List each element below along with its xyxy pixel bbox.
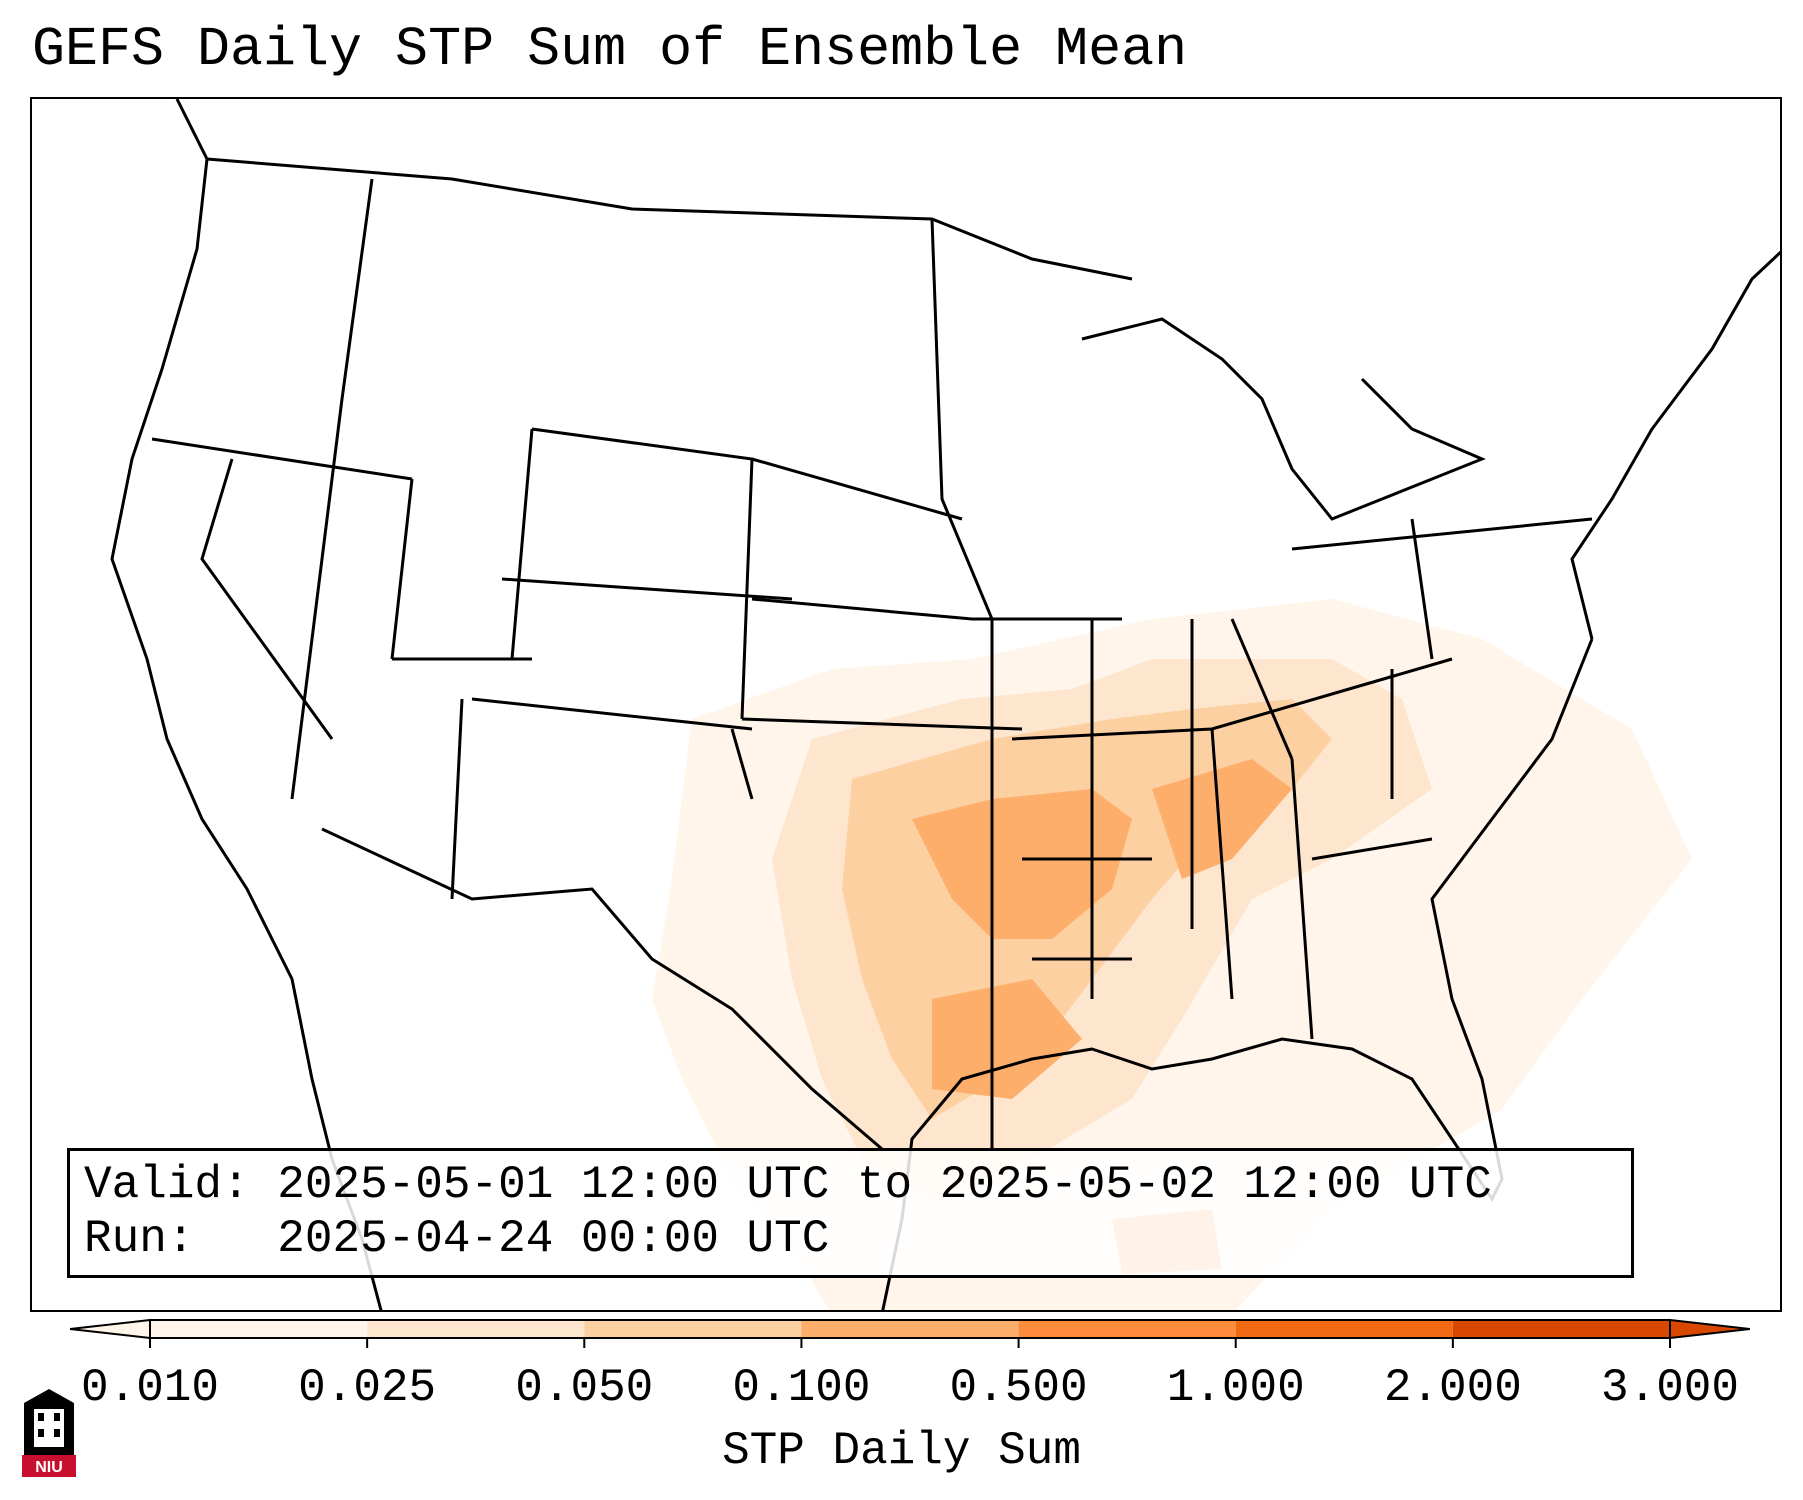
colorbar-segment [584, 1320, 802, 1338]
valid-label: Valid: [84, 1159, 250, 1211]
colorbar-tick-label: 0.010 [80, 1362, 220, 1414]
pacific-coastline [110, 99, 383, 1310]
colorbar-segment [1235, 1320, 1453, 1338]
shade-level-4a [912, 789, 1132, 939]
map-frame [30, 97, 1782, 1312]
run-label: Run: [84, 1213, 195, 1265]
colorbar-tick-label: 0.050 [515, 1362, 654, 1414]
map-title: GEFS Daily STP Sum of Ensemble Mean [32, 18, 1188, 81]
colorbar-segment [1452, 1320, 1670, 1338]
colorbar-extend-high [1669, 1318, 1750, 1340]
logo-text: NIU [35, 1459, 63, 1476]
boundaries [110, 99, 1780, 1310]
colorbar-tick-label: 0.100 [732, 1362, 871, 1414]
colorbar [70, 1318, 1750, 1348]
colorbar-extend-low [70, 1318, 151, 1340]
colorbar-segment [367, 1320, 585, 1338]
colorbar-segment [801, 1320, 1019, 1338]
colorbar-tick-label: 0.025 [298, 1362, 437, 1414]
state-lines-west [151, 178, 793, 900]
valid-value: 2025-05-01 12:00 UTC to 2025-05-02 12:00… [277, 1159, 1492, 1211]
shade-level-4c [932, 979, 1082, 1099]
valid-run-box: Valid: 2025-05-01 12:00 UTC to 2025-05-0… [67, 1148, 1634, 1278]
valid-line: Valid: 2025-05-01 12:00 UTC to 2025-05-0… [84, 1159, 1492, 1211]
great-lakes [1081, 317, 1486, 521]
colorbar-tick-label: 0.500 [949, 1362, 1088, 1414]
run-value: 2025-04-24 00:00 UTC [277, 1213, 830, 1265]
colorbar-tick-label: 3.000 [1600, 1362, 1740, 1414]
canada-border [206, 157, 1133, 281]
colorbar-frame [149, 1319, 1671, 1339]
colorbar-tick-label: 2.000 [1383, 1362, 1522, 1414]
colorbar-segment [150, 1320, 368, 1338]
mexico-border [321, 827, 883, 1151]
colorbar-label: STP Daily Sum [722, 1425, 1081, 1477]
map-svg [110, 99, 1780, 1310]
shade-level-4b [1152, 759, 1292, 879]
state-lines-east [1090, 517, 1593, 1040]
colorbar-segments [70, 1318, 1750, 1348]
atlantic-coastline [1570, 250, 1780, 640]
niu-logo-icon: NIU [22, 1389, 76, 1477]
colorbar-segment [1018, 1320, 1236, 1338]
stp-shading [652, 599, 1692, 1310]
gulf-coastline [881, 638, 1594, 1310]
colorbar-tick-label: 1.000 [1166, 1362, 1305, 1414]
run-line: Run: 2025-04-24 00:00 UTC [84, 1213, 829, 1265]
